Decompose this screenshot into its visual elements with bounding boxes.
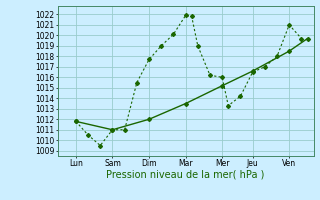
X-axis label: Pression niveau de la mer( hPa ): Pression niveau de la mer( hPa ) <box>107 170 265 180</box>
